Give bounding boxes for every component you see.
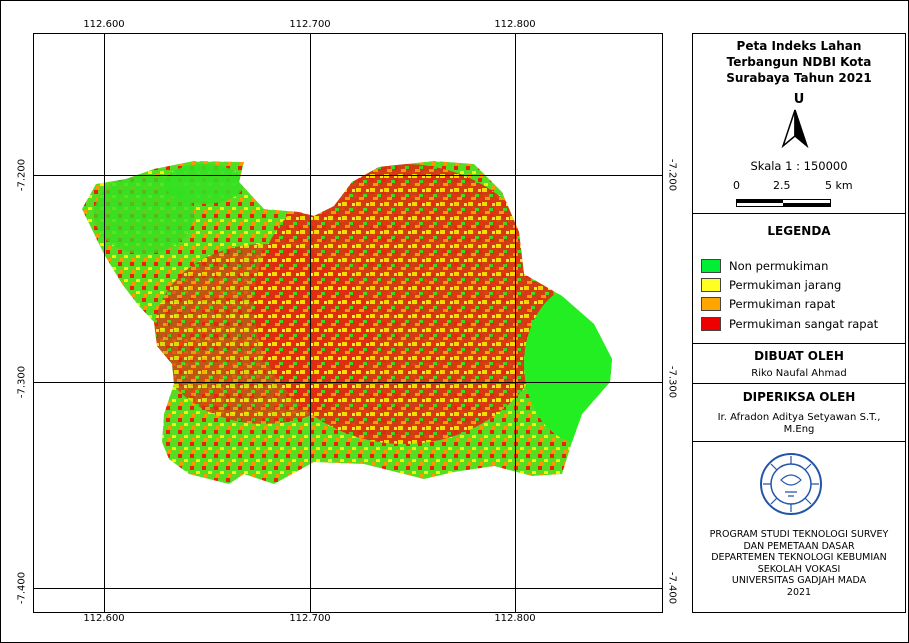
grid-line-lat-2	[34, 382, 662, 383]
legend-panel: LEGENDA Non permukiman Permukiman jarang…	[692, 213, 906, 345]
institution-text: PROGRAM STUDI TEKNOLOGI SURVEY DAN PEMET…	[693, 529, 905, 598]
legend-label: Non permukiman	[729, 259, 829, 273]
institution-line-6: 2021	[786, 586, 812, 598]
checked-by-heading: DIPERIKSA OLEH	[742, 390, 856, 404]
grid-line-lat-3	[34, 588, 662, 589]
scale-ticks: 0 2.5 5 km	[693, 179, 905, 193]
lon-tick-top-3: 112.800	[494, 19, 536, 30]
lon-tick-top-2: 112.700	[289, 19, 331, 30]
checked-by-name: Ir. Afradon Aditya Setyawan S.T., M.Eng	[717, 412, 881, 435]
lon-tick-bottom-2: 112.700	[289, 613, 331, 624]
title-panel: Peta Indeks Lahan Terbangun NDBI Kota Su…	[692, 33, 906, 215]
ndbi-map	[82, 161, 612, 484]
lat-tick-left-1: -7.200	[16, 158, 28, 192]
legend-label: Permukiman rapat	[729, 297, 836, 311]
legend-item-non-permukiman: Non permukiman	[701, 259, 828, 273]
institution-line-3: DEPARTEMEN TEKNOLOGI KEBUMIAN	[711, 552, 887, 563]
made-by-name: Riko Naufal Ahmad	[751, 368, 847, 379]
legend-label: Permukiman sangat rapat	[729, 317, 879, 331]
lon-tick-bottom-1: 112.600	[83, 613, 125, 624]
map-title: Peta Indeks Lahan Terbangun NDBI Kota Su…	[726, 39, 872, 85]
legend-item-permukiman-sangat-rapat: Permukiman sangat rapat	[701, 317, 878, 331]
made-by-panel: DIBUAT OLEH Riko Naufal Ahmad	[692, 343, 906, 385]
institution-panel: PROGRAM STUDI TEKNOLOGI SURVEY DAN PEMET…	[692, 441, 906, 613]
checked-by-panel: DIPERIKSA OLEH Ir. Afradon Aditya Setyaw…	[692, 383, 906, 443]
institution-line-1: PROGRAM STUDI TEKNOLOGI SURVEY	[709, 529, 889, 540]
legend-swatch	[701, 317, 721, 331]
legend-heading: LEGENDA	[767, 224, 831, 238]
scale-text: Skala 1 : 150000	[750, 159, 848, 173]
institution-line-2: DAN PEMETAAN DASAR	[743, 540, 855, 552]
grid-line-lon-1	[104, 34, 105, 612]
map-frame	[33, 33, 663, 613]
legend-swatch	[701, 278, 721, 292]
lat-tick-right-1: -7.200	[666, 158, 678, 192]
lon-tick-bottom-3: 112.800	[494, 613, 536, 624]
scale-tick-0: 0	[733, 179, 740, 192]
lat-tick-right-3: -7.400	[666, 571, 678, 605]
lat-tick-left-2: -7.300	[16, 365, 28, 399]
lon-tick-top-1: 112.600	[83, 19, 125, 30]
north-arrow-icon	[781, 109, 809, 148]
legend-label: Permukiman jarang	[729, 278, 842, 292]
scale-tick-1: 2.5	[773, 179, 791, 192]
legend-item-permukiman-jarang: Permukiman jarang	[701, 278, 841, 292]
lat-tick-right-2: -7.300	[666, 365, 678, 399]
grid-line-lon-3	[515, 34, 516, 612]
ugm-emblem-icon	[760, 453, 822, 515]
legend-swatch	[701, 259, 721, 273]
legend-swatch	[701, 297, 721, 311]
scale-bar	[736, 199, 831, 207]
lat-tick-left-3: -7.400	[16, 571, 28, 605]
grid-line-lon-2	[310, 34, 311, 612]
north-label: U	[793, 92, 805, 107]
institution-line-5: UNIVERSITAS GADJAH MADA	[731, 575, 867, 586]
institution-line-4: SEKOLAH VOKASI	[757, 563, 841, 575]
made-by-heading: DIBUAT OLEH	[754, 349, 844, 363]
legend-item-permukiman-rapat: Permukiman rapat	[701, 297, 835, 311]
grid-line-lat-1	[34, 175, 662, 176]
scale-tick-2: 5 km	[825, 179, 853, 192]
